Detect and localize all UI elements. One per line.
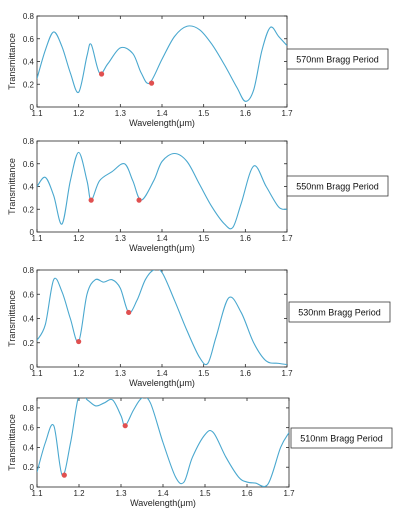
chart-panel-1: 1.1 1.2 1.3 1.4 1.5 1.6 1.7 0 0.2 0.4 0.6 0.8 Wavele… [7, 12, 389, 128]
chart-panel-4: 1.1 1.2 1.3 1.4 1.5 1.6 1.7 0 0.2 0.4 0.6 0.8 Wavele… [7, 397, 393, 508]
y-tick-label: 0 [30, 103, 35, 112]
x-tick-label: 1.6 [241, 489, 253, 498]
x-tick-label: 1.7 [281, 369, 293, 378]
y-tick-label: 0 [30, 363, 35, 372]
x-tick-label: 1.5 [199, 489, 211, 498]
y-tick-label: 0.4 [23, 58, 35, 67]
x-tick-label: 1.3 [115, 489, 127, 498]
legend-box [288, 301, 391, 323]
x-tick-label: 1.3 [115, 109, 127, 118]
transmittance-curve [37, 25, 287, 102]
x-tick-label: 1.7 [283, 489, 295, 498]
x-tick-label: 1.2 [73, 109, 85, 118]
x-tick-label: 1.4 [157, 489, 169, 498]
y-tick-label: 0.4 [23, 183, 35, 192]
resonance-marker-1 [98, 71, 105, 77]
y-axis-label: Transmittance [7, 414, 17, 471]
x-tick-label: 1.7 [281, 234, 293, 243]
y-tick-label: 0.6 [23, 160, 35, 169]
x-axis-label: Wavelength(μm) [129, 243, 195, 253]
y-tick-label: 0.2 [23, 463, 35, 472]
x-tick-label: 1.1 [31, 489, 43, 498]
y-tick-label: 0.8 [23, 137, 35, 146]
axes-frame [36, 269, 288, 368]
y-tick-label: 0.8 [23, 266, 35, 275]
y-tick-label: 0.6 [23, 290, 35, 299]
y-tick-label: 0 [30, 228, 35, 237]
axes-frame [36, 15, 288, 108]
x-axis-label: Wavelength(μm) [130, 498, 196, 508]
x-tick-label: 1.1 [31, 369, 43, 378]
x-axis-label: Wavelength(μm) [129, 378, 195, 388]
y-tick-label: 0 [30, 483, 35, 492]
x-tick-label: 1.2 [73, 234, 85, 243]
y-axis-label: Transmittance [7, 158, 17, 215]
x-tick-label: 1.1 [31, 234, 43, 243]
x-axis-label: Wavelength(μm) [129, 118, 195, 128]
transmittance-curve [37, 398, 289, 487]
x-tick-label: 1.4 [156, 369, 168, 378]
x-tick-label: 1.6 [240, 234, 252, 243]
y-tick-label: 0.2 [23, 205, 35, 214]
x-tick-label: 1.4 [156, 234, 168, 243]
x-tick-label: 1.2 [73, 489, 85, 498]
legend-box [286, 48, 389, 70]
x-tick-label: 1.5 [198, 369, 210, 378]
y-tick-label: 0.4 [23, 443, 35, 452]
chart-panel-3: 1.1 1.2 1.3 1.4 1.5 1.6 1.7 0 0.2 0.4 0.6 0.8 Wavele… [7, 266, 391, 388]
x-tick-label: 1.5 [198, 234, 210, 243]
resonance-marker-1 [61, 472, 67, 478]
x-tick-label: 1.6 [240, 369, 252, 378]
y-tick-label: 0.2 [23, 339, 35, 348]
legend-label: 530nm Bragg Period [298, 308, 381, 318]
resonance-marker-1 [88, 197, 94, 203]
legend-label: 510nm Bragg Period [300, 434, 383, 444]
resonance-marker-2 [122, 423, 128, 429]
y-tick-label: 0.4 [23, 315, 35, 324]
y-axis-label: Transmittance [7, 290, 17, 347]
legend-label: 570nm Bragg Period [296, 55, 379, 65]
y-tick-label: 0.6 [23, 35, 35, 44]
x-tick-label: 1.3 [115, 369, 127, 378]
resonance-marker-1 [76, 338, 82, 345]
legend-box [286, 175, 389, 197]
resonance-marker-2 [126, 309, 132, 316]
x-tick-label: 1.1 [31, 109, 43, 118]
x-tick-label: 1.3 [115, 234, 127, 243]
legend-label: 550nm Bragg Period [296, 182, 379, 192]
resonance-marker-2 [136, 197, 142, 203]
transmittance-curve [37, 151, 287, 230]
x-tick-label: 1.4 [156, 109, 168, 118]
y-tick-label: 0.8 [23, 404, 35, 413]
y-tick-label: 0.8 [23, 12, 35, 21]
x-tick-label: 1.2 [73, 369, 85, 378]
y-axis-label: Transmittance [7, 33, 17, 90]
y-tick-label: 0.2 [23, 80, 35, 89]
resonance-marker-2 [148, 80, 155, 86]
y-tick-label: 0.6 [23, 424, 35, 433]
transmittance-curve [37, 270, 287, 366]
legend-box [290, 427, 393, 449]
x-tick-label: 1.5 [198, 109, 210, 118]
chart-panel-2: 1.1 1.2 1.3 1.4 1.5 1.6 1.7 0 0.2 0.4 0.6 0.8 Wavele… [7, 137, 389, 253]
x-tick-label: 1.7 [281, 109, 293, 118]
axes-frame [36, 140, 288, 233]
x-tick-label: 1.6 [240, 109, 252, 118]
